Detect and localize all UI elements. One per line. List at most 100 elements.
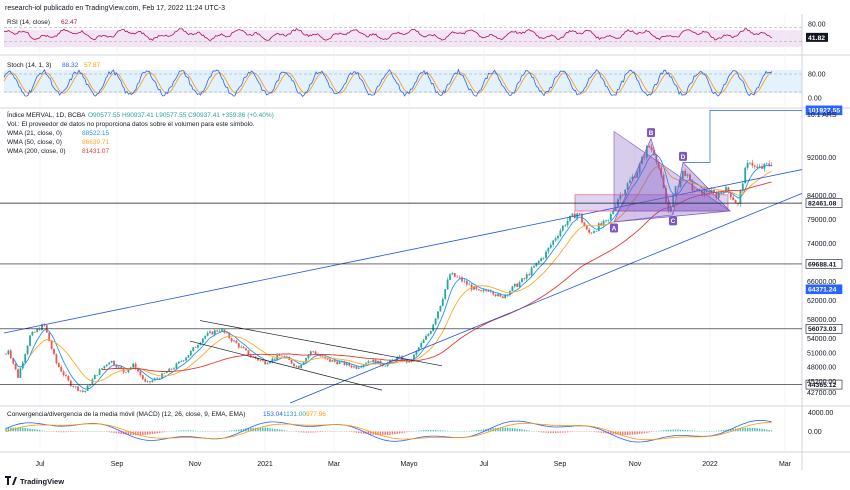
candle	[417, 347, 420, 351]
macd-tick-label: 4000.00	[808, 410, 833, 417]
candle	[535, 262, 538, 267]
candle	[163, 373, 166, 374]
macd-histogram-bar	[677, 429, 679, 432]
macd-histogram-bar	[115, 431, 118, 434]
candle	[281, 356, 283, 357]
stoch-legend-d: 57.87	[84, 62, 101, 69]
candle	[151, 380, 154, 383]
macd-histogram-bar	[194, 430, 197, 432]
price-tick-label: 58000.00	[807, 317, 836, 324]
candle	[60, 366, 63, 372]
macd-histogram-bar	[34, 429, 36, 432]
macd-histogram-bar	[562, 431, 564, 433]
candle	[513, 283, 516, 287]
candle	[461, 277, 463, 282]
candle	[698, 189, 701, 190]
candle	[434, 318, 437, 325]
candle	[765, 163, 768, 165]
wma50-label: WMA (50, close, 0)	[7, 139, 62, 146]
candle	[465, 280, 468, 285]
macd-histogram-bar	[14, 427, 17, 432]
macd-histogram-bar	[619, 431, 622, 435]
candle	[19, 368, 22, 378]
macd-histogram-bar	[624, 431, 626, 436]
candle	[67, 375, 70, 381]
candle	[12, 358, 15, 364]
tradingview-logo: TradingView	[5, 476, 64, 486]
rsi-last-value-badge: 41.82	[806, 32, 828, 42]
candle	[686, 174, 689, 176]
candle	[353, 366, 355, 368]
candle	[545, 251, 547, 258]
candle	[242, 346, 245, 349]
candle	[427, 333, 430, 336]
candle	[26, 345, 29, 355]
candle	[137, 368, 139, 372]
candle	[715, 192, 718, 198]
price-tick-label: 84000.00	[807, 193, 836, 200]
candle	[499, 294, 502, 297]
macd-histogram-bar	[408, 431, 410, 432]
candle	[641, 157, 643, 164]
pattern-point-a[interactable]: A	[610, 223, 618, 233]
candle	[120, 366, 123, 369]
candle	[48, 332, 51, 342]
time-tick-label: Jul	[480, 461, 489, 468]
candle	[69, 380, 72, 387]
badge-background	[805, 105, 843, 116]
stoch-legend-title: Stoch (14, 1, 3)	[7, 62, 51, 69]
candle	[667, 202, 670, 212]
candle	[597, 223, 600, 232]
macd-histogram-bar	[254, 427, 257, 432]
macd-histogram-bar	[600, 431, 602, 433]
candle	[703, 190, 706, 196]
support-trendline[interactable]	[289, 193, 803, 404]
candle	[696, 189, 699, 191]
rsi-pane	[3, 27, 802, 42]
candle	[247, 350, 250, 356]
macd-histogram-bar	[60, 431, 62, 433]
macd-histogram-bar	[302, 431, 305, 433]
long-trendline[interactable]	[3, 169, 803, 334]
candle	[77, 386, 79, 391]
macd-histogram-bar	[5, 427, 7, 432]
macd-histogram-bar	[401, 431, 403, 434]
channel-upper-line[interactable]	[199, 320, 443, 367]
macd-histogram-bar	[233, 430, 235, 432]
price-tick-label: 54000.00	[807, 336, 836, 343]
macd-histogram-bar	[281, 429, 283, 432]
price-level-badge: 69688.41	[805, 259, 843, 269]
target-projection-line[interactable]	[683, 109, 802, 163]
candle	[189, 350, 192, 356]
macd-histogram-bar	[110, 431, 113, 433]
main-pane[interactable]: A B C D	[0, 109, 803, 404]
channel-lower-line[interactable]	[189, 340, 383, 391]
macd-histogram-bar	[360, 431, 362, 434]
macd-histogram-bar	[161, 431, 163, 433]
macd-histogram-bar	[689, 430, 691, 432]
candle	[360, 366, 363, 368]
macd-histogram-bar	[190, 430, 192, 432]
candle	[14, 363, 17, 370]
macd-histogram-bar	[38, 430, 41, 432]
candle	[223, 329, 226, 333]
candle	[93, 374, 96, 380]
candle	[624, 189, 627, 195]
macd-histogram-bar	[192, 430, 194, 432]
pattern-point-c[interactable]: C	[669, 216, 677, 226]
macd-histogram-bar	[235, 429, 238, 432]
pattern-point-d[interactable]: D	[679, 151, 687, 161]
harmonic-pattern[interactable]	[613, 137, 731, 223]
candle	[297, 365, 300, 369]
macd-histogram-bar	[286, 430, 288, 432]
macd-signal-line	[5, 422, 772, 441]
candle	[261, 360, 264, 362]
macd-histogram-bar	[156, 431, 158, 434]
candle	[156, 378, 159, 380]
candle	[487, 290, 490, 292]
pattern-point-b[interactable]: B	[647, 128, 655, 138]
macd-histogram-bar	[547, 431, 550, 433]
macd-histogram-bar	[602, 431, 605, 434]
macd-histogram-bar	[158, 431, 161, 433]
